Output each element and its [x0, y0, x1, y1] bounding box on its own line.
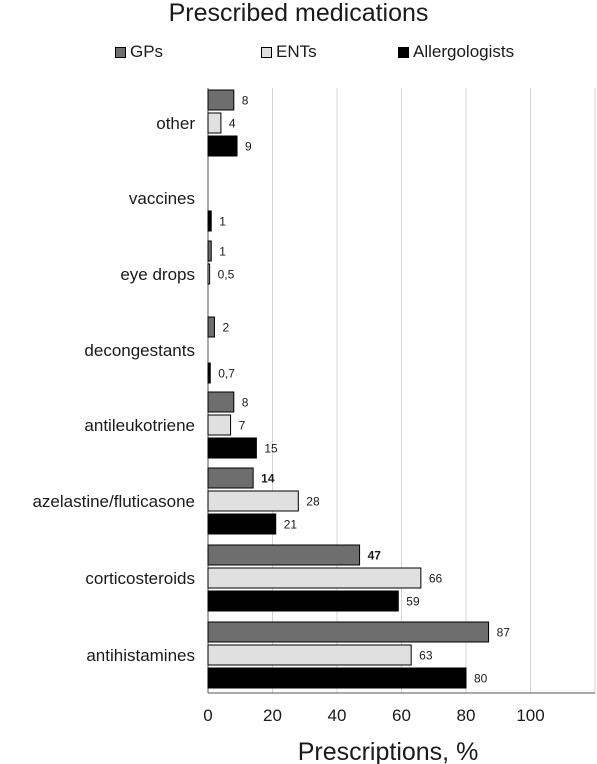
bar: [207, 263, 211, 285]
bar: [207, 362, 211, 384]
value-label: 7: [239, 419, 246, 433]
x-tick-label: 0: [203, 706, 212, 725]
category-label: antileukotriene: [84, 416, 195, 435]
value-label: 0,7: [218, 367, 235, 381]
x-tick-label: 60: [392, 706, 411, 725]
bar: [207, 513, 277, 535]
value-label: 80: [474, 672, 488, 686]
value-label: 8: [242, 396, 249, 410]
legend-item-gps: GPs: [115, 40, 163, 64]
bar: [207, 467, 254, 489]
value-label: 4: [229, 117, 236, 131]
legend-swatch-ents: [261, 46, 272, 58]
value-label: 21: [284, 518, 298, 532]
value-label: 47: [368, 549, 382, 563]
value-label: 9: [245, 140, 252, 154]
legend-swatch-allergologists: [398, 46, 409, 58]
bar: [207, 112, 222, 134]
value-label: 15: [264, 442, 278, 456]
value-label: 2: [222, 321, 229, 335]
bar: [207, 437, 257, 459]
value-label: 14: [261, 472, 275, 486]
bar: [207, 567, 422, 589]
value-label: 1: [219, 215, 226, 229]
bar: [207, 414, 232, 436]
category-label: azelastine/fluticasone: [32, 492, 195, 511]
bar: [207, 391, 235, 413]
value-label: 1: [219, 245, 226, 259]
bar: [207, 621, 490, 643]
value-label: 66: [429, 572, 443, 586]
value-label: 87: [497, 626, 511, 640]
bar: [207, 240, 212, 262]
bar: [207, 316, 215, 338]
legend: GPs ENTs Allergologists: [0, 40, 597, 64]
category-label: eye drops: [120, 265, 195, 284]
bar: [207, 89, 235, 111]
bar: [207, 667, 467, 689]
bar: [207, 210, 212, 232]
bar: [207, 544, 361, 566]
bar: [207, 490, 299, 512]
bar: [207, 135, 238, 157]
category-label: other: [156, 114, 195, 133]
legend-label-gps: GPs: [130, 42, 164, 61]
legend-item-allergologists: Allergologists: [398, 40, 514, 64]
legend-label-allergologists: Allergologists: [413, 42, 515, 61]
value-label: 8: [242, 94, 249, 108]
x-tick-label: 20: [263, 706, 282, 725]
bar: [207, 644, 412, 666]
x-tick-label: 80: [457, 706, 476, 725]
value-label: 59: [406, 595, 420, 609]
category-label: decongestants: [84, 341, 195, 360]
legend-item-ents: ENTs: [261, 40, 317, 64]
value-label: 28: [306, 495, 320, 509]
value-label: 63: [419, 649, 433, 663]
category-label: vaccines: [129, 189, 195, 208]
legend-label-ents: ENTs: [276, 42, 317, 61]
category-label: antihistamines: [86, 646, 195, 665]
x-axis-title: Prescriptions, %: [298, 738, 479, 764]
x-tick-label: 40: [328, 706, 347, 725]
legend-swatch-gps: [115, 46, 126, 58]
x-tick-label: 100: [516, 706, 544, 725]
category-label: corticosteroids: [85, 569, 195, 588]
chart-title: Prescribed medications: [168, 0, 429, 27]
bar: [207, 590, 399, 612]
value-label: 0,5: [218, 268, 235, 282]
